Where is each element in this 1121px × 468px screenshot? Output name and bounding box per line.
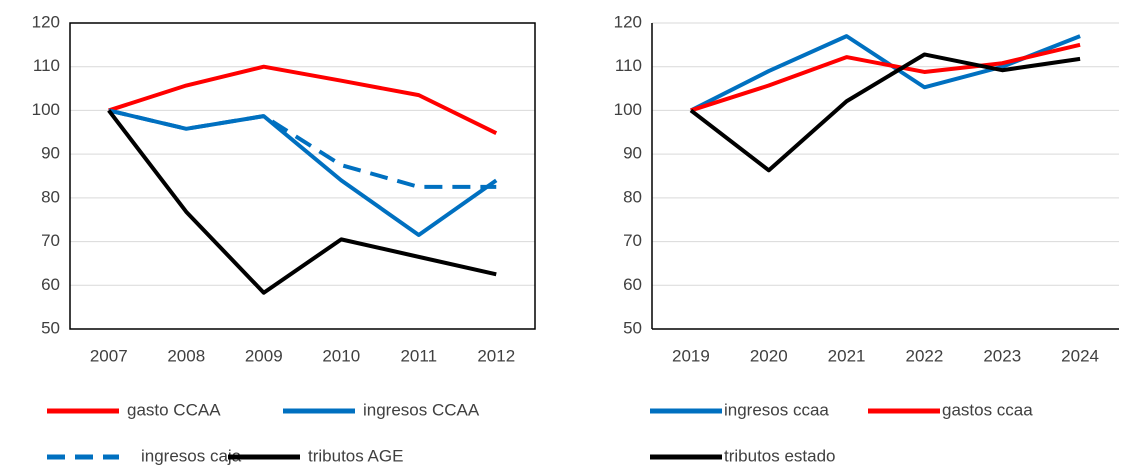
data-line	[108, 64, 498, 135]
legend-label: tributos AGE	[308, 446, 403, 465]
x-tick-label: 2023	[983, 346, 1021, 365]
y-tick-label: 90	[41, 144, 60, 163]
data-line	[690, 34, 1081, 113]
y-tick-label: 70	[41, 231, 60, 250]
x-tick-label: 2020	[750, 346, 788, 365]
x-tick-label: 2019	[672, 346, 710, 365]
plot-frame	[69, 22, 536, 330]
y-tick-label: 100	[614, 100, 642, 119]
y-tick-label: 60	[41, 275, 60, 294]
y-tick-label: 100	[32, 100, 60, 119]
legend-label: gastos ccaa	[942, 400, 1033, 419]
y-tick-label: 70	[623, 231, 642, 250]
y-tick-label: 110	[615, 56, 642, 75]
x-tick-label: 2012	[477, 346, 515, 365]
x-tick-label: 2022	[906, 346, 944, 365]
y-tick-label: 50	[41, 318, 60, 337]
y-tick-label: 120	[32, 12, 60, 31]
y-tick-label: 120	[614, 12, 642, 31]
y-tick-label: 110	[33, 56, 60, 75]
data-line	[690, 42, 1081, 113]
x-tick-label: 2010	[322, 346, 360, 365]
y-tick-label: 60	[623, 275, 642, 294]
y-tick-label: 90	[623, 144, 642, 163]
x-tick-label: 2008	[167, 346, 205, 365]
x-tick-label: 2011	[400, 346, 437, 365]
legend-label: gasto CCAA	[127, 400, 221, 419]
x-tick-label: 2007	[90, 346, 128, 365]
y-tick-label: 50	[623, 318, 642, 337]
x-tick-label: 2021	[828, 346, 866, 365]
data-line	[689, 52, 1081, 173]
x-tick-label: 2009	[245, 346, 283, 365]
legend-label: tributos estado	[724, 446, 836, 465]
legend-label: ingresos ccaa	[724, 400, 829, 419]
y-tick-label: 80	[41, 187, 60, 206]
data-line	[108, 108, 498, 238]
y-tick-label: 80	[623, 187, 642, 206]
legend-label: ingresos CCAA	[363, 400, 480, 419]
legend-label: ingresos caja	[141, 446, 242, 465]
x-tick-label: 2024	[1061, 346, 1099, 365]
data-line	[107, 109, 497, 295]
